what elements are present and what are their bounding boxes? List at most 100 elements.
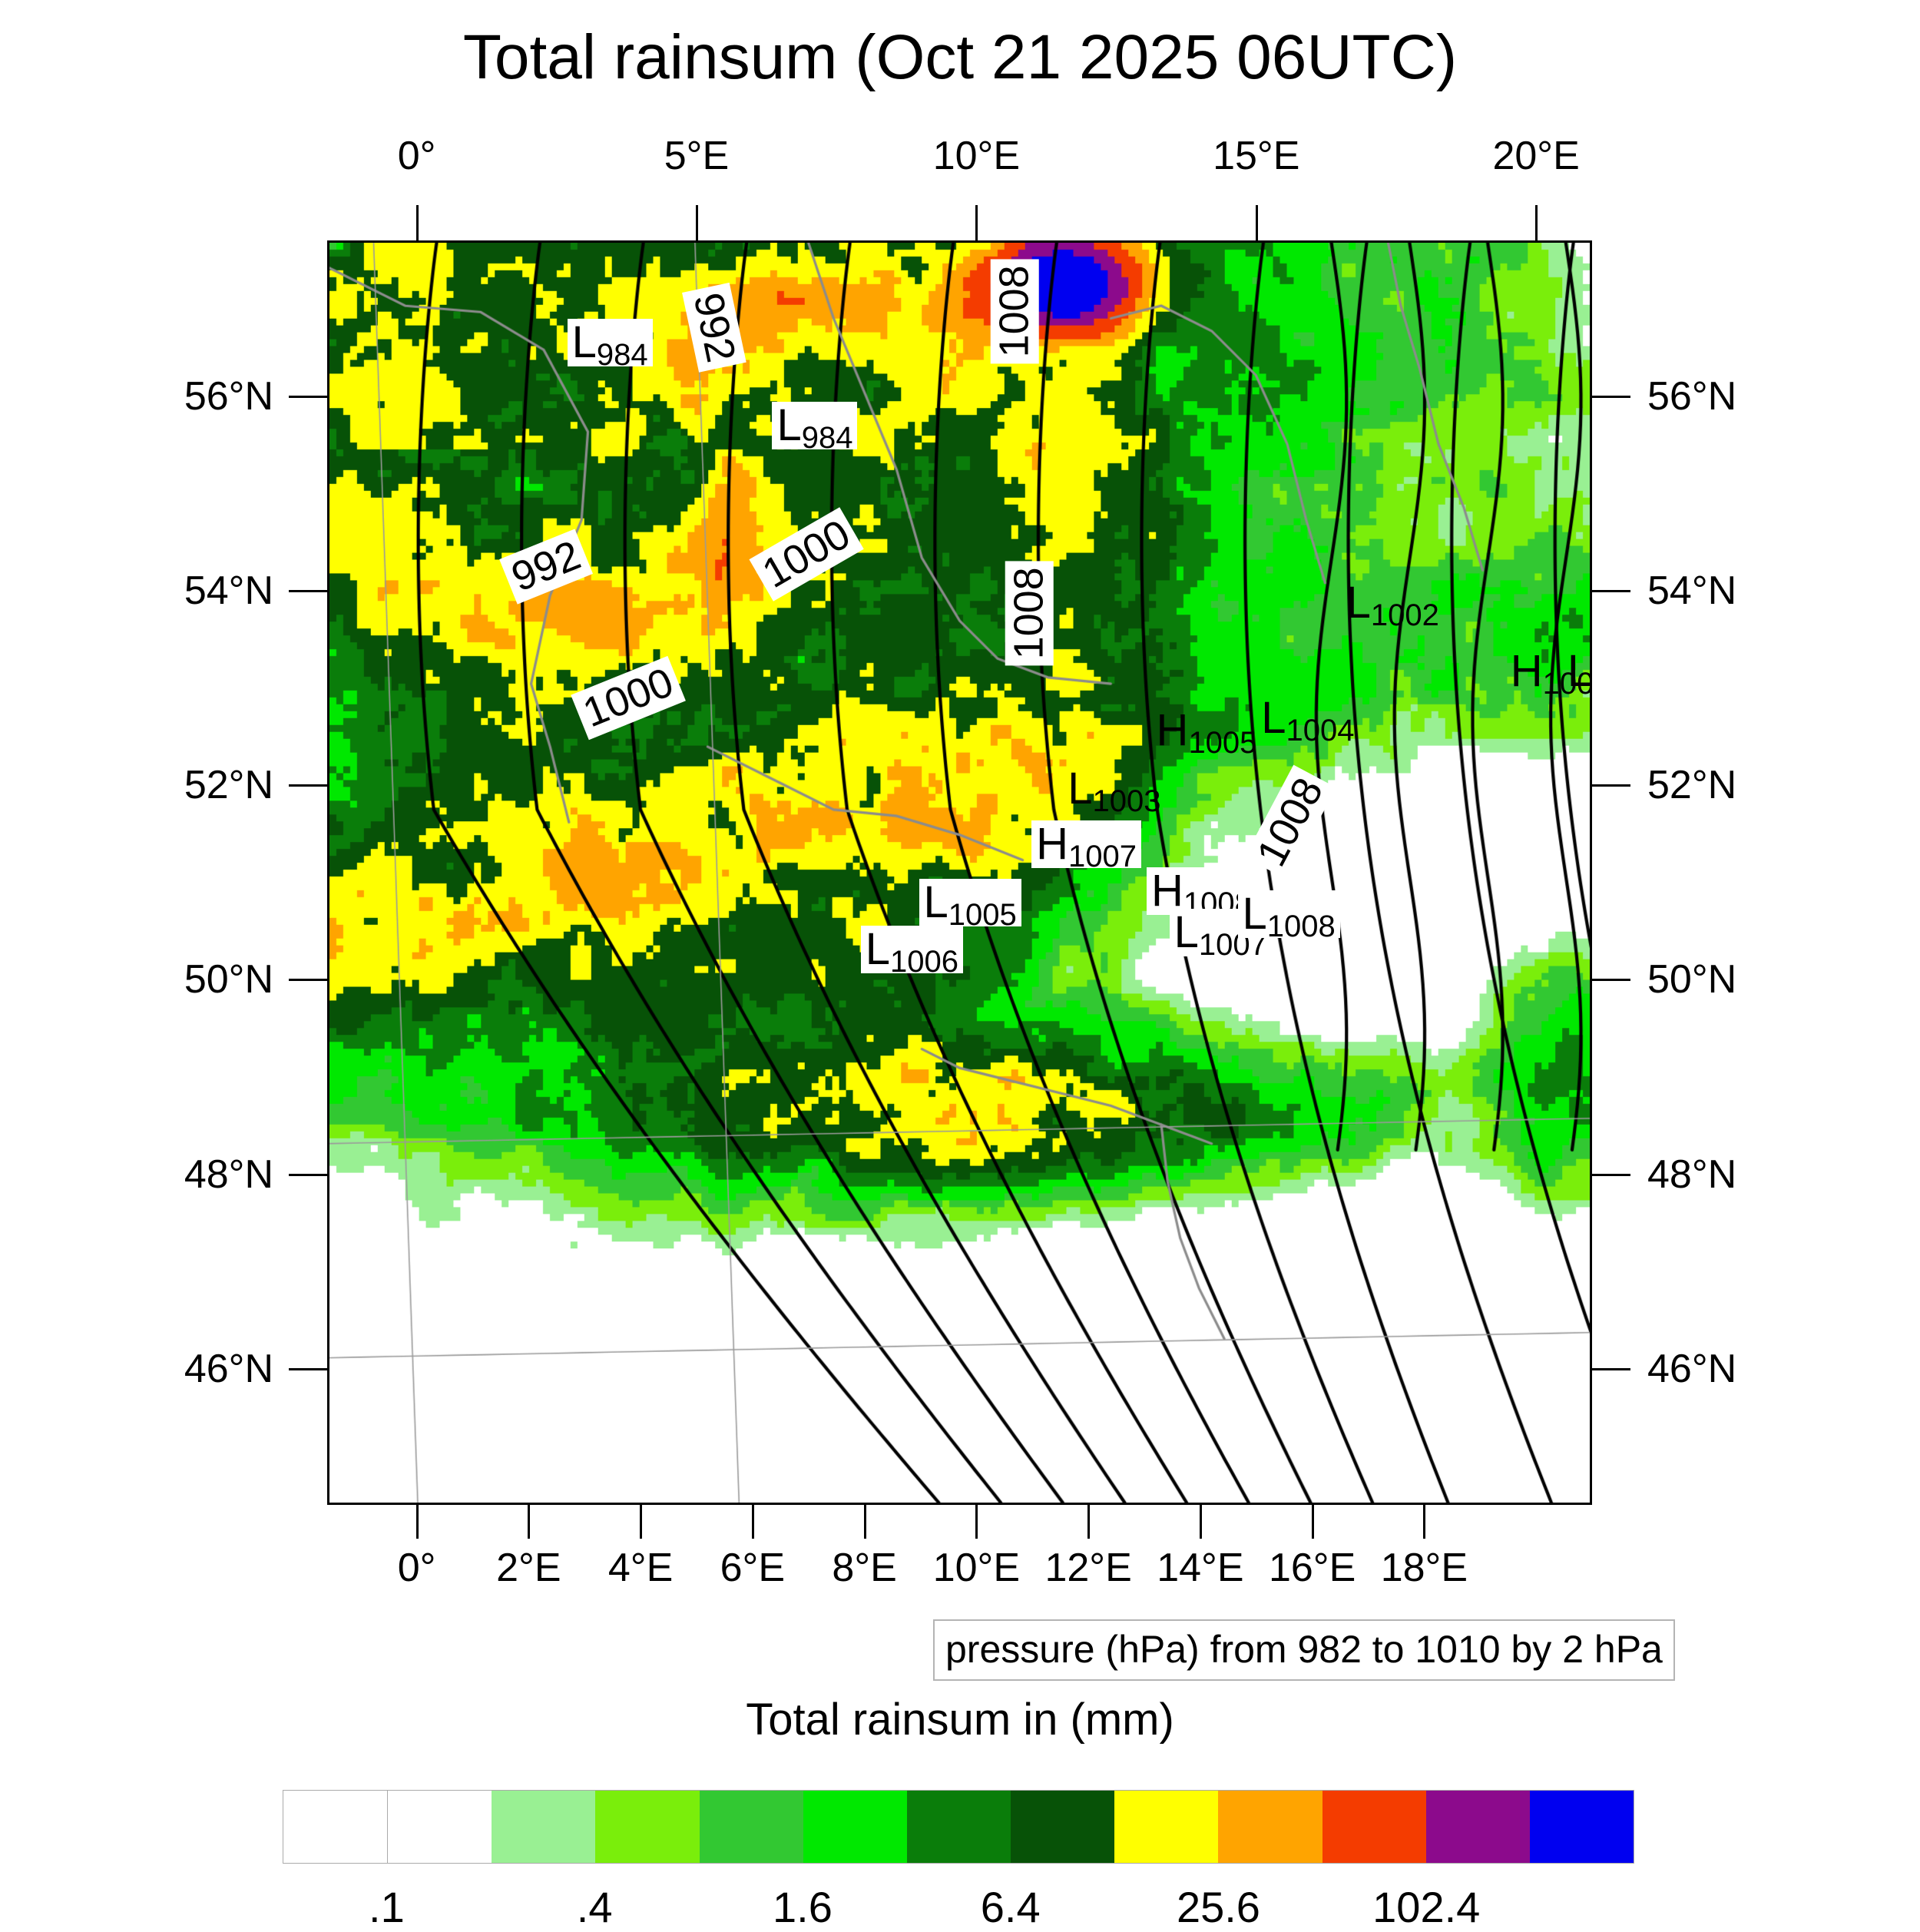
axis-tick-left-1: 54°N xyxy=(184,568,273,613)
pressure-center-value: 1006 xyxy=(890,944,958,979)
axis-tick-bottom-4: 8°E xyxy=(832,1546,897,1590)
page-title: Total rainsum (Oct 21 2025 06UTC) xyxy=(462,22,1458,92)
axis-tick-right-4: 48°N xyxy=(1647,1152,1737,1197)
tick-mark-bottom-8 xyxy=(1311,1505,1314,1539)
axis-tick-left-2: 52°N xyxy=(184,763,273,808)
colorbar-cell-5[interactable] xyxy=(803,1791,907,1863)
axis-tick-right-0: 56°N xyxy=(1647,373,1737,419)
tick-mark-left-4 xyxy=(289,1173,327,1176)
tick-mark-bottom-4 xyxy=(863,1505,866,1539)
axis-tick-bottom-3: 6°E xyxy=(720,1546,786,1590)
pressure-center-value: 984 xyxy=(801,421,853,456)
tick-mark-bottom-2 xyxy=(640,1505,643,1539)
colorbar-cell-9[interactable] xyxy=(1218,1791,1322,1863)
pressure-center-value: 1002 xyxy=(1370,598,1439,632)
pressure-center-value: 1007 xyxy=(1068,840,1137,874)
tick-mark-top-3 xyxy=(1255,205,1258,240)
tick-mark-right-1 xyxy=(1592,589,1630,592)
pressure-center-h-1005-5: H1005 xyxy=(1152,707,1262,759)
colorbar-cell-0[interactable] xyxy=(283,1791,388,1863)
colorbar[interactable] xyxy=(283,1790,1634,1864)
axis-tick-bottom-7: 14°E xyxy=(1157,1546,1244,1590)
tick-mark-right-4 xyxy=(1592,1173,1630,1176)
colorbar-label-5: 102.4 xyxy=(1372,1883,1481,1931)
tick-mark-top-4 xyxy=(1535,205,1538,240)
contour-label-1008-4: 1008 xyxy=(990,258,1038,364)
axis-tick-left-3: 50°N xyxy=(184,957,273,1002)
pressure-center-l-1008-12: L1008 xyxy=(1237,890,1340,942)
colorbar-title: Total rainsum in (mm) xyxy=(746,1695,1174,1745)
pressure-center-kind: L xyxy=(865,923,890,974)
axis-tick-left-5: 46°N xyxy=(184,1346,273,1391)
colorbar-label-4: 25.6 xyxy=(1176,1883,1260,1931)
tick-mark-bottom-0 xyxy=(415,1505,419,1539)
colorbar-cell-10[interactable] xyxy=(1322,1791,1426,1863)
axis-tick-top-2: 10°E xyxy=(932,134,1021,178)
axis-tick-right-2: 52°N xyxy=(1647,763,1737,808)
axis-tick-right-1: 54°N xyxy=(1647,568,1737,613)
pressure-center-kind: H xyxy=(1510,645,1543,696)
axis-tick-bottom-2: 4°E xyxy=(607,1546,674,1590)
tick-mark-right-2 xyxy=(1592,784,1630,787)
pressure-center-kind: L xyxy=(1567,645,1592,696)
tick-mark-bottom-5 xyxy=(975,1505,978,1539)
colorbar-cell-11[interactable] xyxy=(1425,1791,1530,1863)
colorbar-cell-1[interactable] xyxy=(387,1791,492,1863)
pressure-center-l-1006-4: L1006 xyxy=(1563,645,1592,696)
colorbar-label-2: 1.6 xyxy=(772,1883,833,1931)
axis-tick-top-4: 20°E xyxy=(1492,134,1580,178)
pressure-center-value: 1008 xyxy=(1266,909,1336,943)
colorbar-label-3: 6.4 xyxy=(980,1883,1041,1931)
tick-mark-top-1 xyxy=(695,205,698,240)
precipitation-map-canvas xyxy=(329,243,1590,1503)
pressure-center-h-1007-8: H1007 xyxy=(1031,819,1141,872)
pressure-center-value: 1005 xyxy=(1188,726,1257,761)
tick-mark-top-0 xyxy=(415,205,419,240)
pressure-center-value: 1008 xyxy=(1542,666,1590,701)
tick-mark-left-0 xyxy=(289,395,327,398)
tick-mark-top-2 xyxy=(975,205,978,240)
pressure-center-l-1002-2: L1002 xyxy=(1342,579,1444,631)
axis-tick-right-3: 50°N xyxy=(1647,957,1737,1002)
tick-mark-right-3 xyxy=(1592,979,1630,982)
pressure-center-kind: L xyxy=(923,877,948,927)
axis-tick-top-3: 15°E xyxy=(1213,134,1300,178)
colorbar-label-1: .4 xyxy=(576,1883,613,1931)
colorbar-cell-3[interactable] xyxy=(595,1791,700,1863)
pressure-center-l-1006-13: L1006 xyxy=(860,923,963,977)
pressure-center-value: 1004 xyxy=(1286,713,1355,747)
pressure-center-l-984-1: L984 xyxy=(772,402,858,453)
pressure-center-l-1007-11: L1007 xyxy=(1169,909,1272,960)
colorbar-cell-4[interactable] xyxy=(699,1791,803,1863)
map-plot-area[interactable]: L984L984L1002H1008L1006H1005L1004L1003H1… xyxy=(327,240,1592,1505)
pressure-contour-note: pressure (hPa) from 982 to 1010 by 2 hPa xyxy=(933,1619,1675,1681)
colorbar-cell-2[interactable] xyxy=(492,1791,596,1863)
tick-mark-bottom-1 xyxy=(528,1505,531,1539)
colorbar-cell-8[interactable] xyxy=(1114,1791,1219,1863)
pressure-center-l-1003-7: L1003 xyxy=(1063,763,1165,817)
pressure-center-l-1005-10: L1005 xyxy=(919,877,1021,930)
axis-tick-bottom-6: 12°E xyxy=(1044,1546,1132,1590)
pressure-center-kind: L xyxy=(1068,763,1093,814)
axis-tick-left-0: 56°N xyxy=(184,373,273,419)
axis-tick-bottom-0: 0° xyxy=(397,1546,436,1590)
pressure-center-kind: H xyxy=(1036,819,1068,870)
tick-mark-left-5 xyxy=(289,1367,327,1370)
pressure-center-kind: L xyxy=(571,316,597,367)
tick-mark-bottom-3 xyxy=(751,1505,754,1539)
axis-tick-left-4: 48°N xyxy=(184,1152,273,1197)
tick-mark-bottom-7 xyxy=(1199,1505,1202,1539)
tick-mark-left-1 xyxy=(289,589,327,592)
axis-tick-bottom-5: 10°E xyxy=(932,1546,1021,1590)
colorbar-cell-12[interactable] xyxy=(1529,1791,1634,1863)
axis-tick-top-1: 5°E xyxy=(664,134,730,178)
pressure-center-value: 1005 xyxy=(948,897,1017,932)
tick-mark-right-5 xyxy=(1592,1367,1630,1370)
tick-mark-bottom-9 xyxy=(1423,1505,1426,1539)
pressure-center-value: 1003 xyxy=(1092,784,1161,818)
colorbar-cell-7[interactable] xyxy=(1011,1791,1115,1863)
colorbar-cell-6[interactable] xyxy=(906,1791,1011,1863)
tick-mark-left-2 xyxy=(289,784,327,787)
pressure-center-kind: L xyxy=(1261,692,1286,743)
